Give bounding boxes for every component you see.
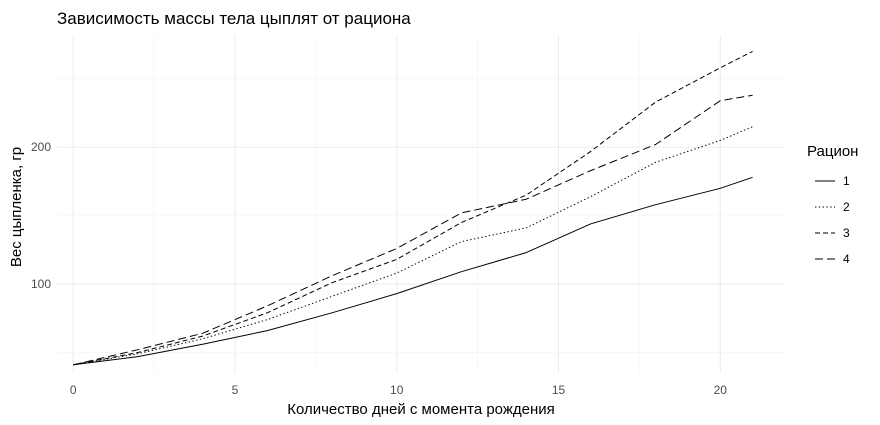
series-line-4 (73, 94, 753, 366)
series-lines (73, 50, 753, 366)
x-tick-label: 5 (232, 383, 239, 397)
legend-label-3: 3 (843, 226, 850, 240)
x-tick-label: 0 (70, 383, 77, 397)
chart-title: Зависимость массы тела цыплят от рациона (57, 9, 411, 28)
y-tick-labels: 100 200 (31, 140, 51, 291)
x-tick-labels: 0 5 10 15 20 (70, 383, 727, 397)
legend-label-2: 2 (843, 200, 850, 214)
x-tick-label: 20 (714, 383, 728, 397)
y-axis-title: Вес цыпленка, гр (8, 147, 25, 267)
x-axis-title: Количество дней с момента рождения (287, 401, 555, 418)
legend-label-4: 4 (843, 252, 850, 266)
grid (57, 35, 785, 373)
x-tick-label: 10 (390, 383, 404, 397)
series-line-1 (73, 176, 753, 366)
x-tick-label: 15 (552, 383, 566, 397)
series-line-3 (73, 50, 753, 366)
series-line-2 (73, 126, 753, 366)
legend-label-1: 1 (843, 174, 850, 188)
y-tick-label: 100 (31, 277, 51, 291)
legend: Рацион 1 2 3 4 (807, 143, 858, 266)
legend-title: Рацион (807, 143, 858, 160)
y-tick-label: 200 (31, 140, 51, 154)
